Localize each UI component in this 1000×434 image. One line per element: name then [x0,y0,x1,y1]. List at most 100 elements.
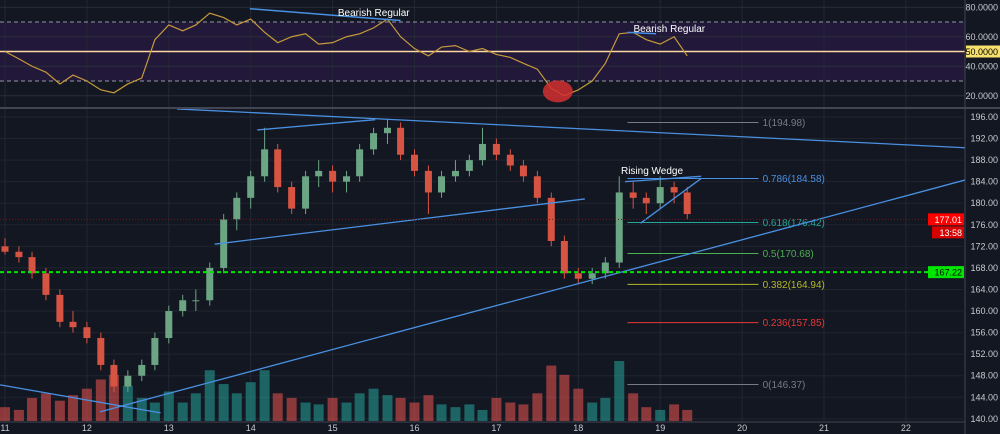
fib-level-label: 0.786(184.58) [763,174,825,185]
volume-bar [54,400,65,421]
trendline[interactable] [0,384,161,414]
candle-body [411,154,418,171]
price-tick-label: 192.00 [970,134,998,144]
price-tick-label: 140.00 [970,414,998,424]
candle-body [424,170,432,193]
candle-body [588,273,596,279]
candle-body [574,273,582,279]
volume-bar [204,370,215,421]
candle-body [506,154,514,166]
candle-body [247,176,255,198]
candle-body [356,149,364,177]
fib-level-label: 0.382(164.94) [763,280,825,291]
candle-body [69,321,77,328]
candle-body [492,143,500,155]
price-tick-label: 160.00 [970,306,998,316]
candle-body [261,149,269,177]
candle-body [683,192,691,215]
candle-body [383,127,391,134]
candle-body [601,262,609,274]
candle-body [192,300,200,302]
fib-level-label: 0.5(170.68) [763,249,814,260]
volume-bar [67,395,78,421]
candle-body [629,192,637,198]
divergence-line [627,31,657,35]
rsi-tick-label: 60.0000 [965,32,998,42]
candle-body [56,294,64,322]
fib-level-label: 0(146.37) [763,380,806,391]
volume-bar [108,374,119,421]
x-tick-label: 16 [409,423,419,433]
volume-bar [628,393,639,421]
candle-body [329,170,337,182]
volume-bar [464,404,475,421]
rsi-tick-label: 20.0000 [965,91,998,101]
rsi-tick-label: 80.0000 [965,2,998,12]
countdown-label: 13:58 [939,228,962,238]
volume-bar [163,391,174,421]
volume-bar [518,404,529,421]
volume-bar [614,361,625,421]
volume-bar [81,388,92,421]
x-tick-label: 11 [0,423,9,433]
trendline[interactable] [624,175,702,183]
divergence-label: Bearish Regular [338,8,410,19]
candle-body [315,170,323,177]
candle-body [15,251,23,258]
candle-body [451,170,459,177]
volume-bar [0,407,10,421]
trendline[interactable] [99,179,965,413]
volume-bar [477,409,488,421]
trendline[interactable] [176,109,965,149]
price-tick-label: 144.00 [970,392,998,402]
trendline[interactable] [257,119,376,131]
candle-body [83,327,91,338]
candle-body [370,133,378,150]
last-price-label: 177.01 [934,215,962,225]
volume-bar [313,404,324,421]
rsi-midline-badge [966,45,1000,58]
candle-body [110,364,118,387]
fib-level-label: 0.236(157.85) [763,318,825,329]
volume-bar [122,385,133,421]
candle-body [151,337,159,365]
divergence-line [249,7,401,22]
price-tick-label: 196.00 [970,112,998,122]
volume-bar [218,384,229,421]
candle-body [547,197,555,241]
candle-body [343,176,351,182]
price-tick-label: 172.00 [970,241,998,251]
candle-body [615,192,623,263]
price-tick-label: 176.00 [970,220,998,230]
candle-body [124,375,132,387]
candle-body [438,176,446,193]
volume-bar [382,395,393,421]
x-tick-label: 18 [573,423,583,433]
horizontal-level-badge [928,266,964,279]
volume-bar [409,402,420,421]
candle-body [302,176,310,209]
candle-body [478,143,486,161]
price-tick-label: 184.00 [970,177,998,187]
horizontal-level-label: 167.22 [934,268,962,278]
price-tick-label: 168.00 [970,263,998,273]
candle-body [179,300,187,312]
candle-body [670,187,678,193]
last-price-badge [928,213,964,226]
trendline[interactable] [640,177,702,224]
rsi-line [4,12,688,97]
candle-body [206,267,214,301]
price-tick-label: 188.00 [970,155,998,165]
volume-bar [505,402,516,421]
divergence-highlight-circle [542,80,573,103]
volume-bar [423,395,434,421]
volume-bar [669,404,680,421]
volume-bar [272,393,283,421]
volume-bar [682,409,693,421]
volume-bar [559,374,570,421]
trendline[interactable] [214,198,585,245]
volume-bar [327,397,338,421]
fib-level-label: 0.618(176.42) [763,218,825,229]
